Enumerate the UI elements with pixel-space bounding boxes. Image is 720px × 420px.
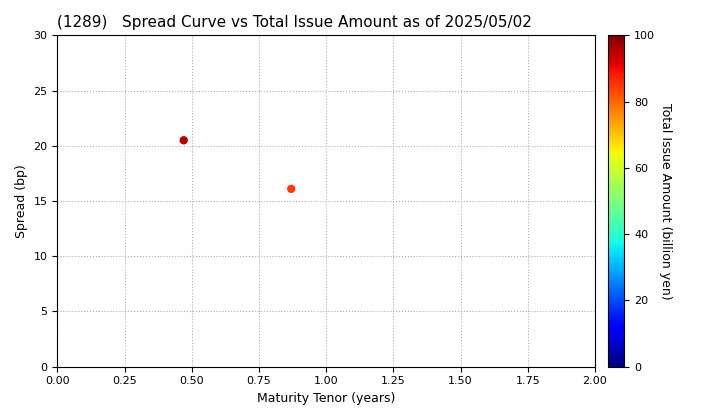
X-axis label: Maturity Tenor (years): Maturity Tenor (years) [257,392,395,405]
Y-axis label: Spread (bp): Spread (bp) [15,164,28,238]
Y-axis label: Total Issue Amount (billion yen): Total Issue Amount (billion yen) [659,103,672,299]
Point [285,186,297,192]
Text: (1289)   Spread Curve vs Total Issue Amount as of 2025/05/02: (1289) Spread Curve vs Total Issue Amoun… [58,15,532,30]
Point [178,137,189,144]
